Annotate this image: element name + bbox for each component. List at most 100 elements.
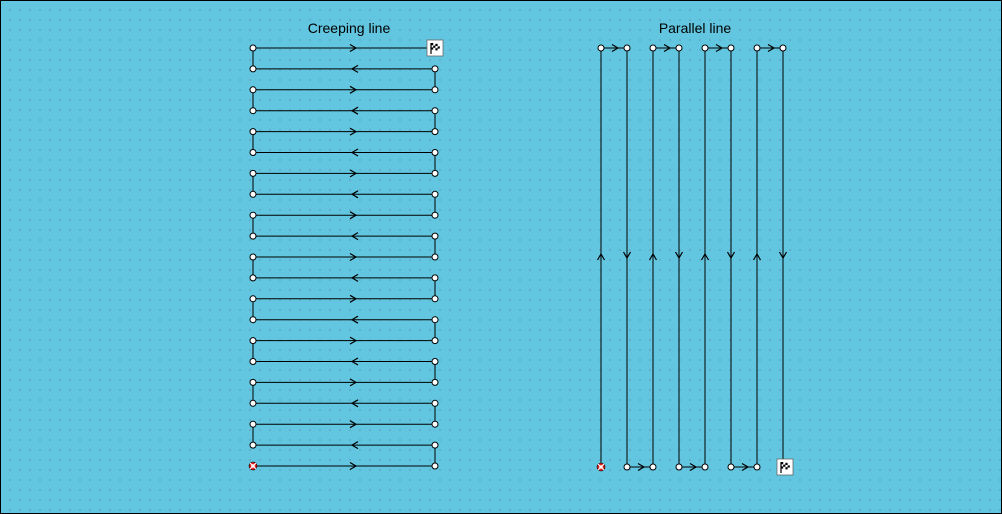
waypoint-marker [623,44,631,52]
parallel-direction-arrow [778,251,788,260]
waypoint-marker [431,420,439,428]
flag-check [783,464,786,467]
flag-check [433,45,436,48]
waypoint-marker [249,378,257,386]
lifebuoy-band [597,463,605,471]
flag-box [776,458,794,476]
checkered-flag-icon [426,39,444,57]
creeping-direction-arrow [350,441,359,450]
creeping-direction-arrow [349,336,358,345]
waypoint-marker [649,463,657,471]
creeping-direction-arrow [349,43,358,53]
flag-check [435,48,438,51]
parallel-direction-arrow [689,462,698,472]
waypoint-marker [249,399,257,407]
waypoint-marker [431,169,439,177]
waypoint-marker [431,399,439,407]
waypoint-marker [431,462,439,470]
waypoint-marker [431,232,439,240]
checkered-flag-icon [776,458,794,476]
parallel-direction-arrow [674,251,684,260]
waypoint-marker [701,463,709,471]
waypoint-marker [701,44,709,52]
creeping-direction-arrow [350,399,359,408]
waypoint-marker [249,358,257,365]
lifebuoy-band [249,462,257,470]
parallel-direction-arrow [700,252,710,261]
parallel-line-title: Parallel line [658,20,732,36]
flag-box [426,39,444,57]
waypoint-marker [249,169,257,177]
waypoint-marker [249,44,257,52]
parallel-direction-arrow [622,251,632,260]
waypoint-marker [727,44,735,52]
flag-check [781,466,784,469]
waypoint-marker [431,337,439,345]
waypoint-marker [431,358,439,365]
parallel-direction-arrow [767,43,776,53]
waypoint-marker [431,65,439,73]
waypoint-marker [249,295,257,303]
waypoint-marker [431,128,439,136]
waypoint-marker [431,295,439,303]
waypoint-marker [249,190,257,198]
flag-check [785,467,788,470]
flag-check [435,43,438,46]
parallel-direction-arrow [726,251,736,260]
creeping-direction-arrow [350,315,359,324]
parallel-direction-arrow [741,462,750,472]
creeping-direction-arrow [350,106,359,115]
creeping-direction-arrow [349,127,358,136]
waypoint-marker [431,378,439,386]
flag-check [437,46,440,49]
waypoint-marker [249,337,257,345]
waypoint-marker [753,463,761,471]
waypoint-marker [249,128,257,136]
waypoint-marker [623,463,631,471]
parallel-direction-arrow [663,43,672,53]
creeping-direction-arrow [350,190,359,199]
waypoint-marker [249,86,257,94]
waypoint-marker [727,463,735,471]
creeping-direction-arrow [349,252,358,262]
creeping-direction-arrow [350,273,359,282]
lifebuoy-icon [248,461,258,471]
creeping-direction-arrow [350,232,359,241]
flag-check [785,462,788,465]
waypoint-marker [431,86,439,94]
creeping-direction-arrow [350,357,359,366]
waypoint-marker [249,316,257,324]
waypoint-marker [431,149,439,156]
waypoint-marker [649,44,657,52]
parallel-direction-arrow [637,462,646,472]
creeping-direction-arrow [349,420,358,429]
parallel-direction-arrow [611,43,620,53]
waypoint-marker [675,463,683,471]
creeping-direction-arrow [349,169,358,178]
creeping-line-title: Creeping line [307,20,391,36]
flag-check [781,462,784,465]
parallel-direction-arrow [715,43,724,53]
waypoint-marker [249,253,257,261]
creeping-direction-arrow [350,148,359,157]
waypoint-marker [431,190,439,198]
waypoint-marker [249,149,257,156]
waypoint-marker [249,211,257,219]
lifebuoy-icon [596,462,606,472]
flag-check [431,43,434,46]
waypoint-marker [431,441,439,449]
parallel-direction-arrow [648,252,658,261]
waypoint-marker [249,232,257,240]
waypoint-marker [249,420,257,428]
parallel-direction-arrow [596,252,606,261]
waypoint-marker [431,253,439,261]
waypoint-marker [675,44,683,52]
waypoint-marker [249,107,257,115]
waypoint-marker [753,44,761,52]
creeping-direction-arrow [349,461,358,471]
creeping-direction-arrow [350,64,359,73]
waypoint-marker [779,44,787,52]
flag-check [431,47,434,50]
